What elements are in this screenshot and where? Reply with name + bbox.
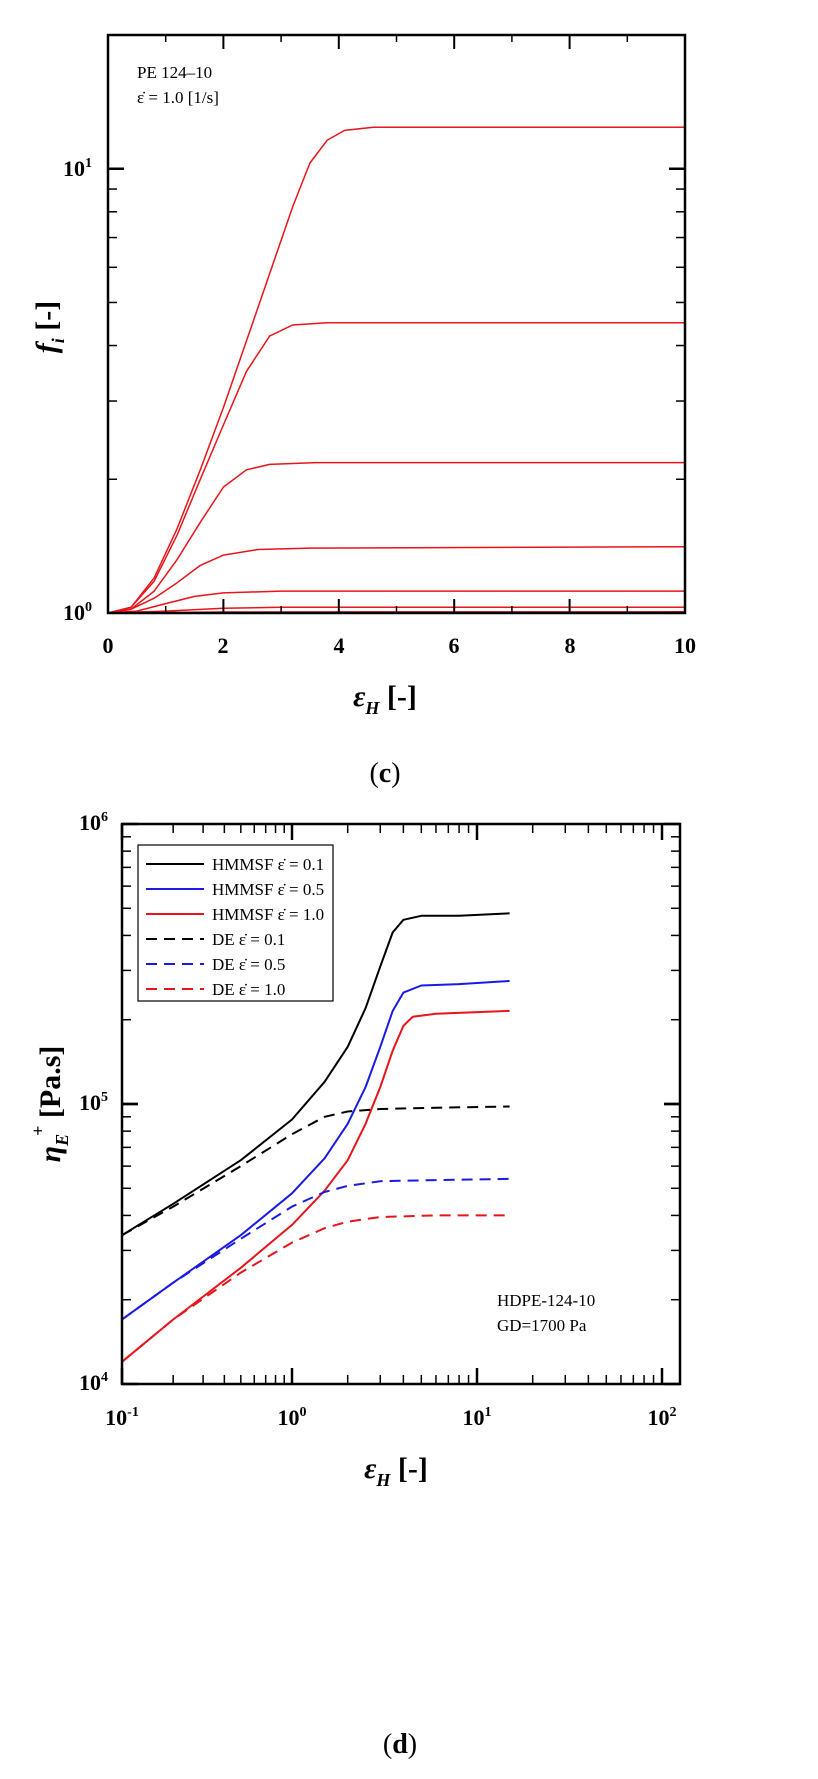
chart-panel-d: HMMSF ε̇ = 0.1 HMMSF ε̇ = 0.5 HMMSF ε̇ = 1… [28, 810, 682, 1760]
panel-c-y-axis-label: fi [-] [30, 301, 68, 354]
panel-d-legend-box [137, 844, 334, 1002]
panel-d-legend-label-1: HMMSF ε̇ = 0.1 [212, 855, 324, 874]
panel-d-x-tick-label-10e1: 101 [463, 1405, 492, 1430]
panel-c-series-2 [107, 322, 685, 614]
panel-c-annotation-line-2: ε̇ = 1.0 [1/s] [137, 88, 219, 107]
panel-d-legend: HMMSF ε̇ = 0.1 HMMSF ε̇ = 0.5 HMMSF ε̇ = 1… [137, 844, 334, 1002]
panel-d-series-2 [121, 980, 510, 1321]
panel-d-x-tick-label-10e-1: 10-1 [105, 1405, 139, 1430]
panel-d-series-1 [121, 912, 510, 1237]
chart-panel-c: PE 124–10 ε̇ = 1.0 [1/s] 0 2 4 6 8 10 10… [30, 33, 696, 789]
panel-d-label: (d) [383, 1729, 417, 1760]
panel-d-annotation-line-1: HDPE-124-10 [497, 1291, 595, 1310]
panel-c-annotation-line-1: PE 124–10 [137, 63, 212, 82]
panel-d-legend-label-5: DE ε̇ = 0.5 [212, 955, 285, 974]
panel-d-y-tick-label-10e6: 106 [79, 810, 108, 835]
panel-c-series-4 [107, 545, 686, 614]
panel-c-y-tick-label-10e1: 101 [63, 156, 92, 181]
panel-d-y-tick-label-10e4: 104 [79, 1370, 108, 1395]
panel-c-x-tick-label-1: 2 [218, 633, 229, 658]
panel-c-plot-frame [106, 33, 687, 615]
panel-c-y-tick-label-10e0: 100 [63, 600, 92, 625]
panel-d-series-6 [121, 1214, 510, 1363]
panel-d-legend-label-4: DE ε̇ = 0.1 [212, 930, 285, 949]
panel-d-legend-label-3: HMMSF ε̇ = 1.0 [212, 905, 324, 924]
panel-d-y-tick-label-10e5: 105 [79, 1090, 108, 1115]
panel-d-legend-label-6: DE ε̇ = 1.0 [212, 980, 285, 999]
panel-c-series-1 [107, 126, 685, 614]
panel-d-legend-label-2: HMMSF ε̇ = 0.5 [212, 880, 324, 899]
panel-d-ticks [120, 822, 680, 1386]
panel-c-x-tick-label-3: 6 [449, 633, 460, 658]
panel-c-x-tick-label-4: 8 [565, 633, 576, 658]
panel-d-y-axis-label: ηE+ [Pa.s] [28, 1046, 72, 1163]
panel-d-series-3 [121, 1009, 510, 1363]
panel-d-series-4 [121, 1105, 510, 1237]
panel-c-x-tick-label-5: 10 [674, 633, 696, 658]
panel-c-x-tick-label-2: 4 [334, 633, 345, 658]
panel-d-x-axis-label: εH [-] [364, 1452, 428, 1490]
panel-d-x-tick-label-10e2: 102 [648, 1405, 677, 1430]
panel-c-ticks [107, 34, 686, 613]
panel-d-series-group [121, 912, 510, 1363]
panel-c-label: (c) [369, 758, 400, 789]
panel-c-series-3 [107, 461, 685, 614]
panel-c-x-axis-label: εH [-] [353, 680, 417, 718]
panel-c-x-tick-label-0: 0 [103, 633, 114, 658]
panel-d-annotation-line-2: GD=1700 Pa [497, 1316, 587, 1335]
panel-d-x-tick-label-10e0: 100 [278, 1405, 307, 1430]
panel-c-series-5 [107, 590, 685, 614]
panel-d-series-5 [121, 1177, 510, 1321]
panel-c-series-group [107, 126, 686, 614]
